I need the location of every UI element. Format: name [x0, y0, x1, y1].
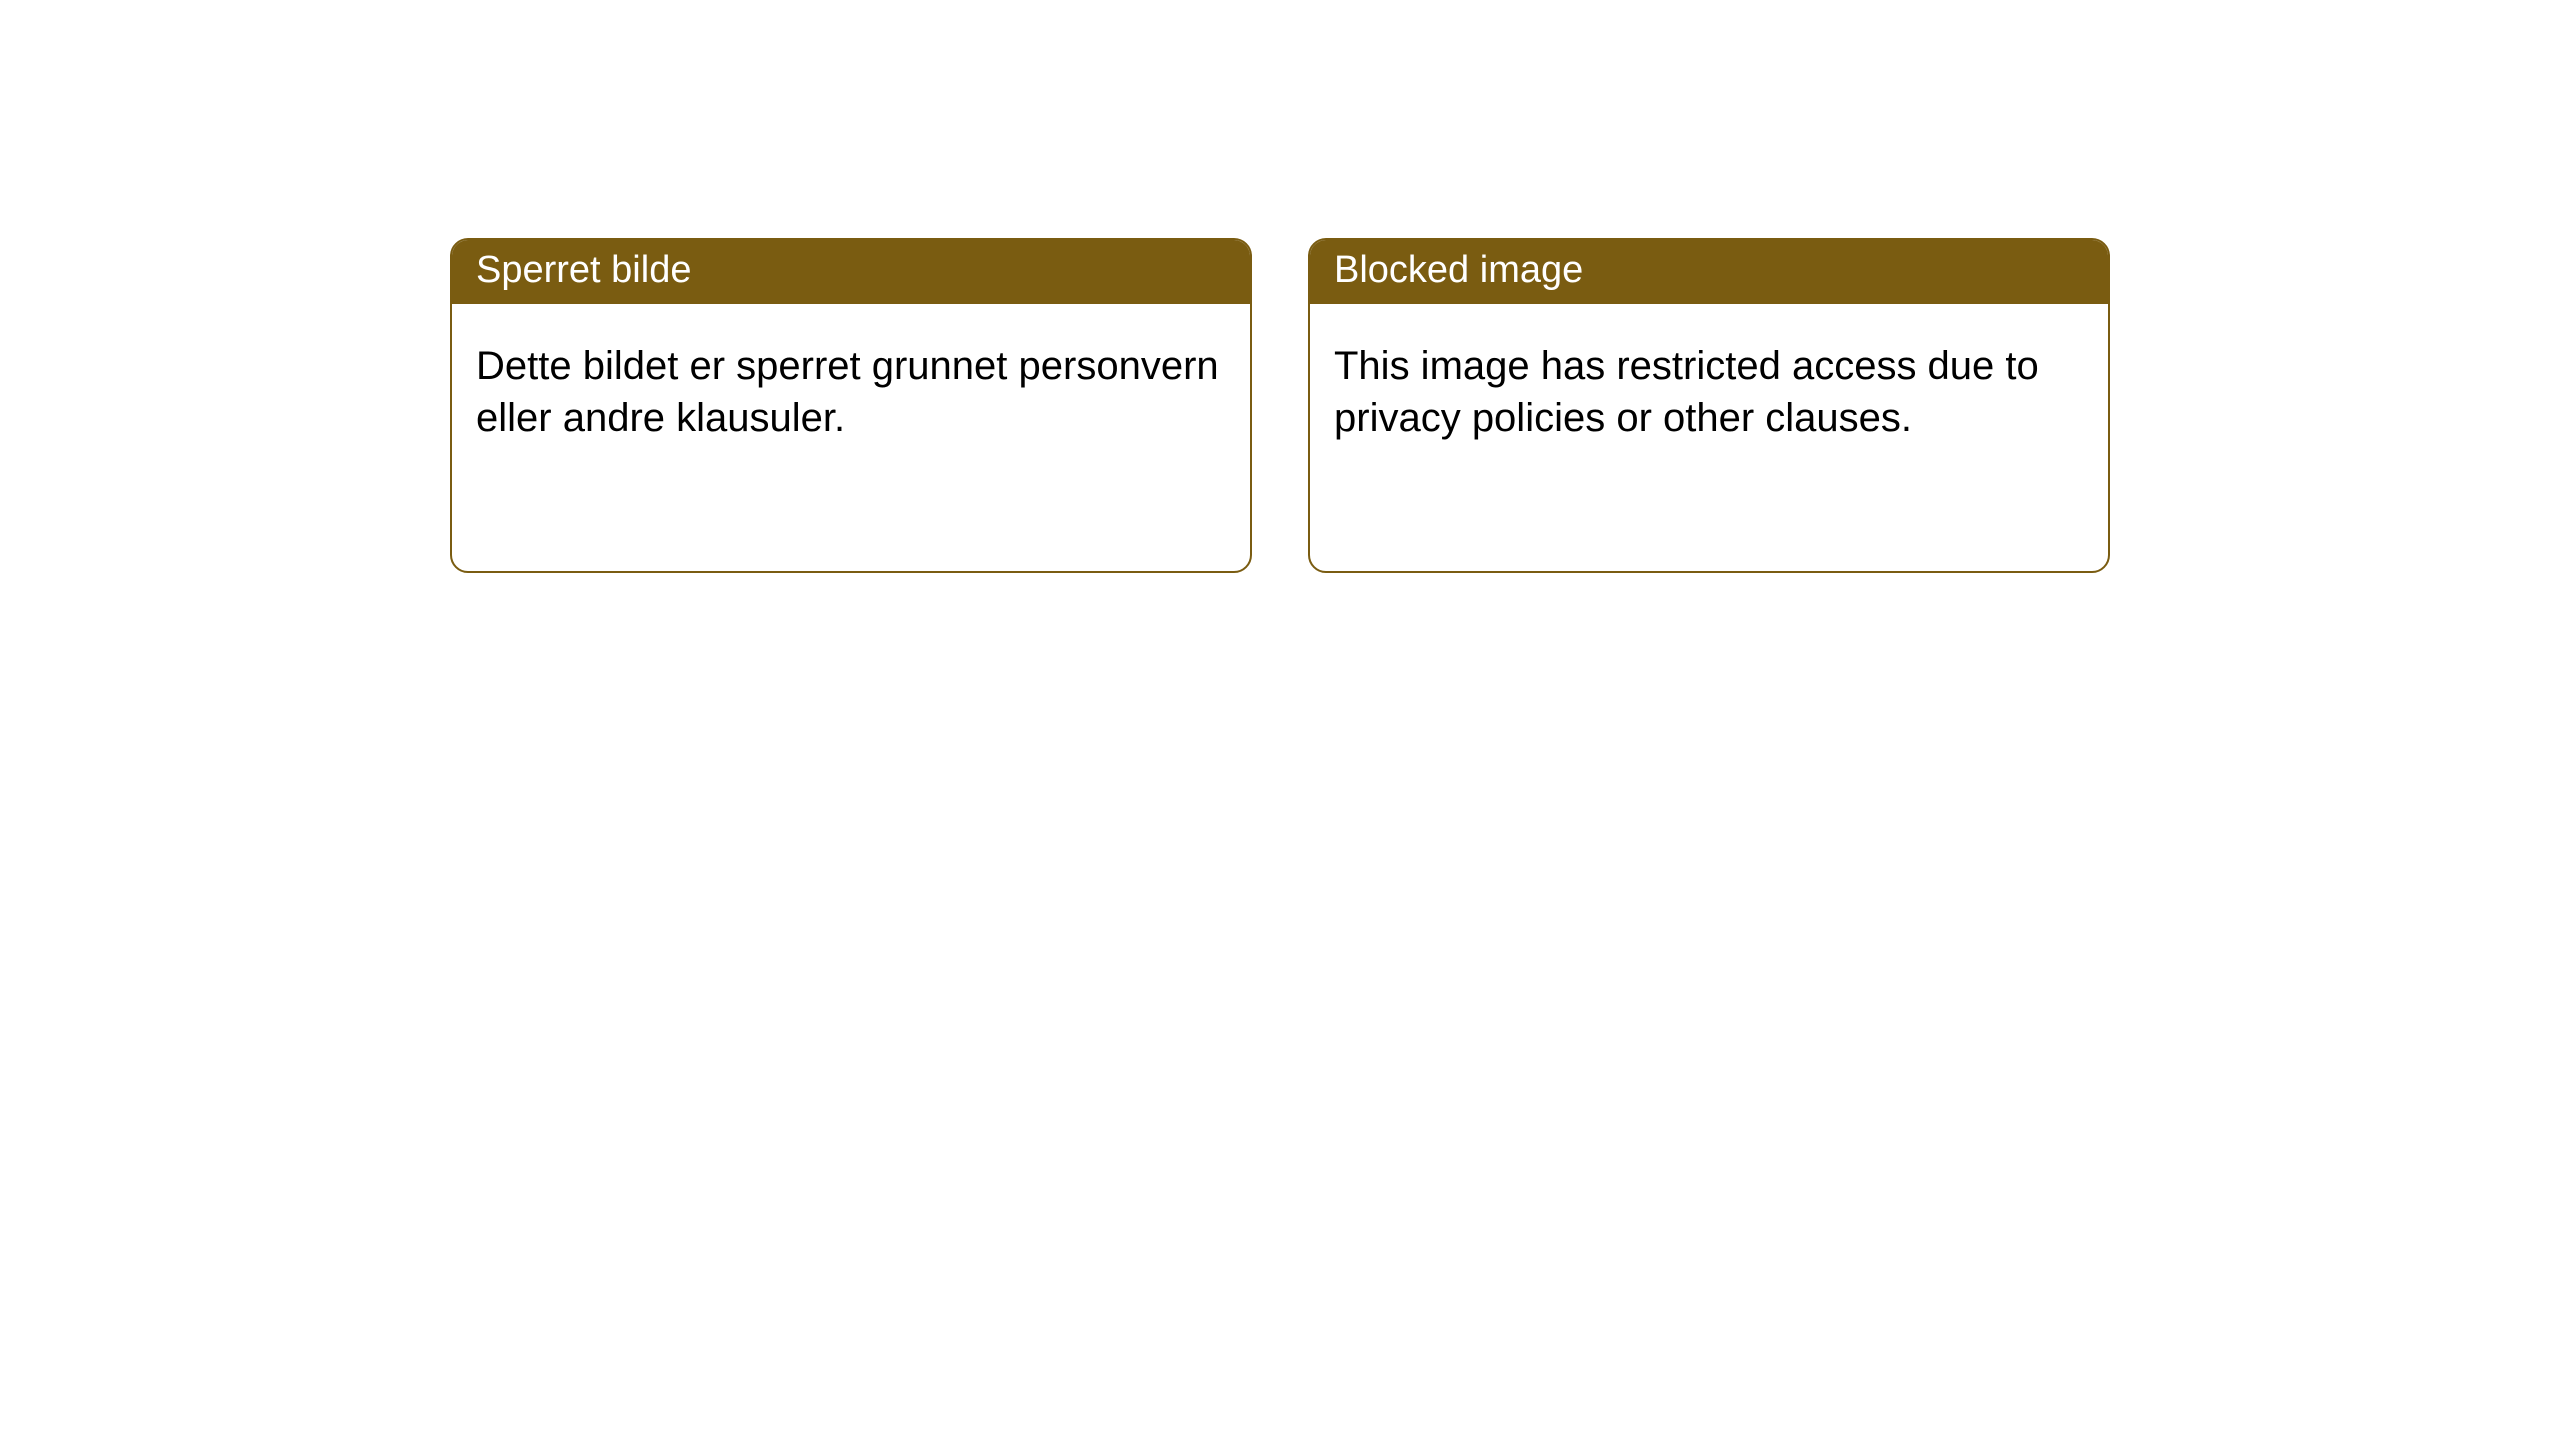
blocked-image-card-en: Blocked image This image has restricted … — [1308, 238, 2110, 573]
card-title: Sperret bilde — [476, 249, 691, 291]
card-header: Sperret bilde — [452, 240, 1250, 304]
card-body-text: This image has restricted access due to … — [1334, 344, 2039, 440]
card-body: This image has restricted access due to … — [1310, 304, 2108, 468]
info-cards-container: Sperret bilde Dette bildet er sperret gr… — [450, 238, 2560, 573]
card-header: Blocked image — [1310, 240, 2108, 304]
card-body-text: Dette bildet er sperret grunnet personve… — [476, 344, 1219, 440]
blocked-image-card-no: Sperret bilde Dette bildet er sperret gr… — [450, 238, 1252, 573]
card-body: Dette bildet er sperret grunnet personve… — [452, 304, 1250, 468]
card-title: Blocked image — [1334, 249, 1583, 291]
